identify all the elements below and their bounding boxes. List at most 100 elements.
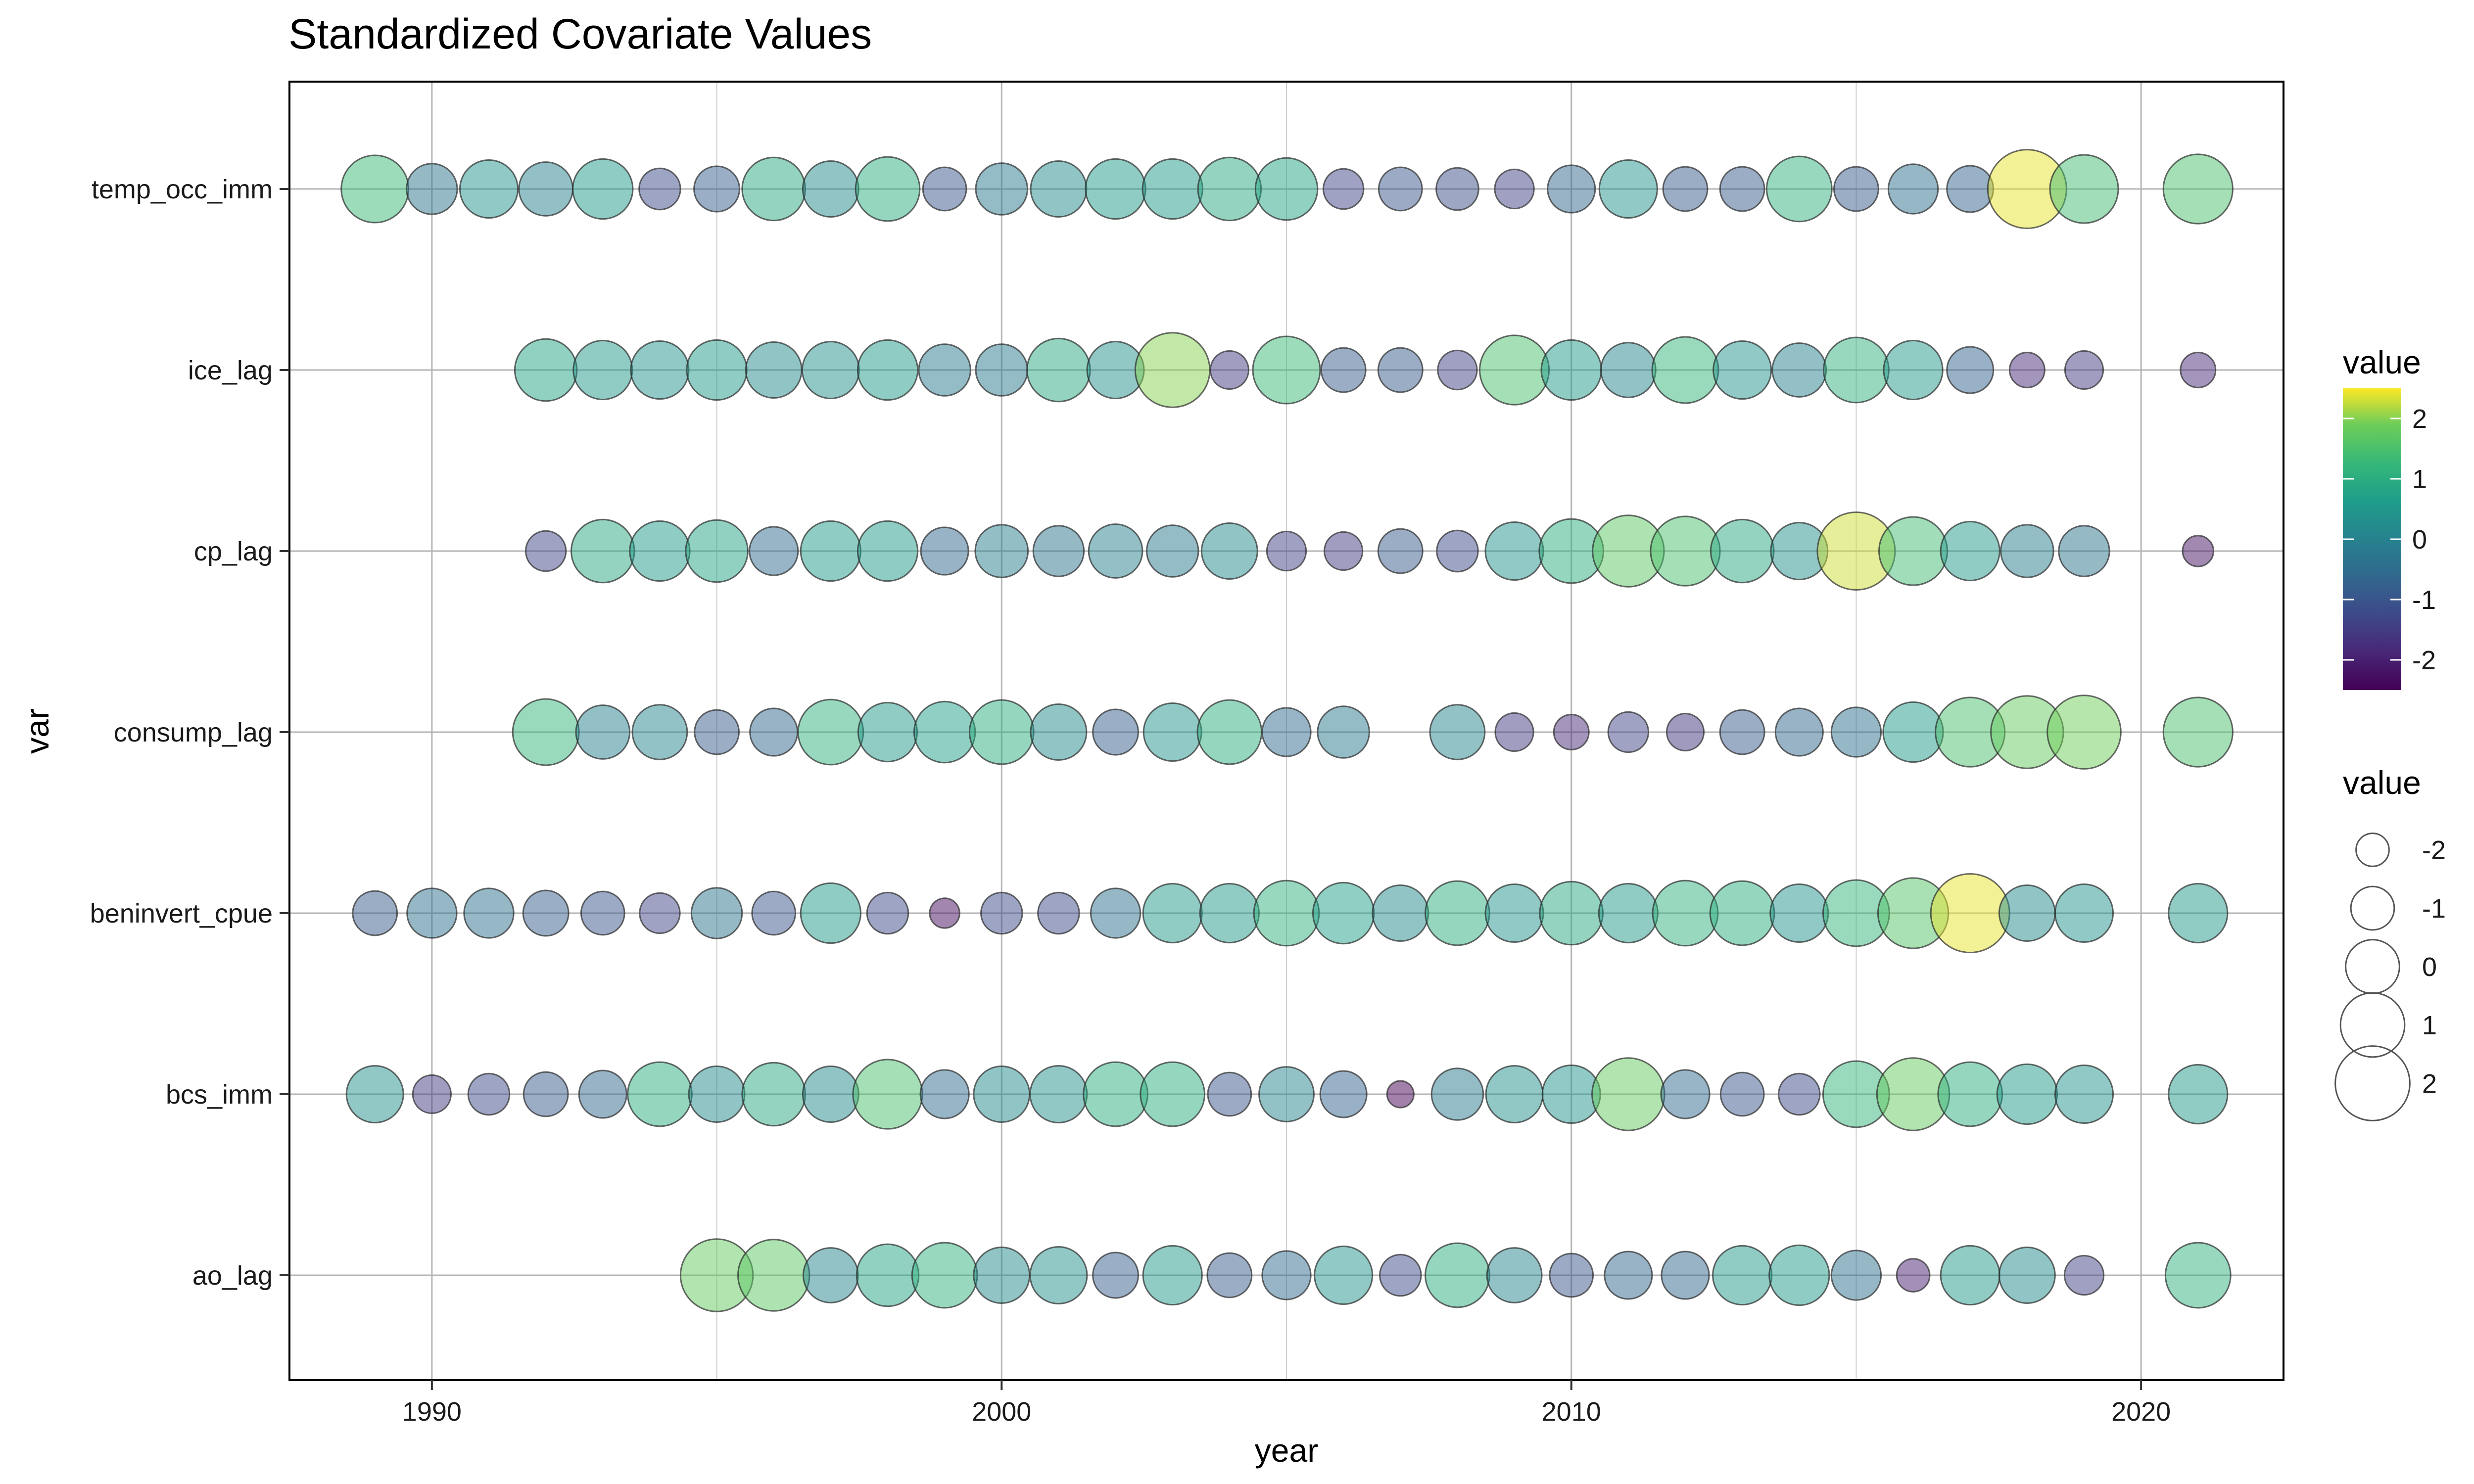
data-point — [1591, 1057, 1665, 1131]
color-legend: value 2 1 0 -1 -2 — [2343, 344, 2436, 690]
data-point — [1145, 524, 1199, 578]
data-point — [1719, 166, 1765, 212]
data-point — [856, 1243, 920, 1307]
data-point — [1026, 337, 1091, 403]
data-point — [1547, 164, 1596, 214]
data-point — [1030, 160, 1088, 218]
data-point — [1478, 334, 1550, 406]
data-point — [1540, 339, 1602, 401]
data-point — [523, 1071, 569, 1117]
data-point — [1266, 530, 1307, 572]
data-point — [1319, 1070, 1368, 1118]
x-tick-label: 2000 — [972, 1397, 1031, 1427]
data-point — [412, 1074, 452, 1114]
data-point — [1768, 1244, 1830, 1306]
data-point — [2168, 882, 2229, 944]
data-point — [1430, 1067, 1484, 1121]
data-point — [2054, 883, 2114, 943]
data-point — [1092, 1252, 1140, 1299]
data-point — [1435, 167, 1479, 211]
y-tick-label: consump_lag — [114, 718, 273, 747]
data-point — [800, 520, 862, 582]
data-point — [1930, 873, 2010, 954]
data-point — [973, 1066, 1031, 1123]
data-point — [1029, 1246, 1088, 1304]
data-point — [968, 699, 1035, 765]
data-point — [1598, 159, 1658, 219]
data-point — [630, 340, 690, 400]
data-point — [745, 341, 803, 399]
data-point — [980, 891, 1023, 935]
data-point — [1142, 702, 1202, 762]
data-point — [406, 163, 458, 215]
data-point — [1652, 880, 1719, 947]
data-point — [801, 341, 860, 399]
data-point — [1940, 520, 2000, 582]
data-point — [627, 1061, 693, 1127]
data-point — [741, 1062, 807, 1127]
data-point — [1883, 339, 1944, 401]
data-point — [1196, 699, 1263, 765]
data-point — [570, 518, 635, 584]
data-point — [2064, 350, 2104, 390]
data-point — [1437, 349, 1478, 391]
y-tick-label: temp_occ_imm — [92, 175, 273, 204]
data-point — [1719, 1071, 1765, 1117]
data-point — [688, 1066, 746, 1123]
data-point — [1142, 882, 1203, 944]
data-point — [1083, 1061, 1148, 1127]
data-point — [1032, 525, 1085, 577]
data-point — [751, 890, 797, 936]
size-legend-label: 2 — [2422, 1069, 2437, 1099]
data-point — [685, 519, 749, 583]
data-point — [572, 158, 634, 220]
data-points — [340, 148, 2234, 1312]
data-point — [974, 524, 1029, 578]
size-legend-title: value — [2343, 764, 2421, 801]
data-point — [631, 704, 688, 760]
data-point — [800, 882, 862, 944]
data-point — [1604, 1251, 1653, 1300]
data-point — [1140, 1061, 1206, 1127]
data-point — [2162, 153, 2234, 225]
data-point — [1998, 884, 2056, 942]
size-legend-key — [2350, 885, 2395, 931]
data-point — [802, 160, 859, 218]
chart-title: Standardized Covariate Values — [288, 10, 872, 58]
data-point — [1312, 881, 1375, 945]
data-point — [340, 154, 410, 224]
data-point — [1771, 342, 1827, 398]
data-point — [2000, 524, 2054, 578]
data-point — [467, 1072, 511, 1116]
data-point — [1386, 1080, 1415, 1109]
data-point — [856, 339, 919, 401]
data-point — [1324, 531, 1364, 571]
data-point — [629, 520, 691, 582]
data-point — [463, 887, 515, 939]
data-point — [1778, 1072, 1821, 1116]
data-point — [1261, 1250, 1312, 1300]
data-point — [1209, 350, 1249, 390]
data-point — [1206, 1252, 1253, 1298]
data-point — [1134, 332, 1211, 408]
size-legend-key — [2339, 992, 2406, 1058]
data-point — [1379, 1253, 1422, 1297]
data-point — [638, 167, 681, 211]
data-point — [741, 156, 807, 222]
data-point — [1878, 516, 1949, 586]
data-point — [1320, 347, 1367, 393]
data-point — [1946, 165, 1995, 213]
data-point — [975, 343, 1029, 397]
data-point — [1142, 1245, 1203, 1306]
data-point — [1830, 1250, 1882, 1301]
data-point — [1769, 883, 1829, 943]
color-legend-label: 1 — [2412, 464, 2427, 494]
data-point — [797, 698, 864, 766]
data-point — [406, 887, 458, 939]
data-point — [512, 698, 580, 766]
data-point — [856, 520, 919, 582]
data-point — [1429, 704, 1486, 760]
data-point — [1258, 1066, 1315, 1122]
data-point — [1665, 712, 1705, 752]
data-point — [911, 1242, 978, 1309]
